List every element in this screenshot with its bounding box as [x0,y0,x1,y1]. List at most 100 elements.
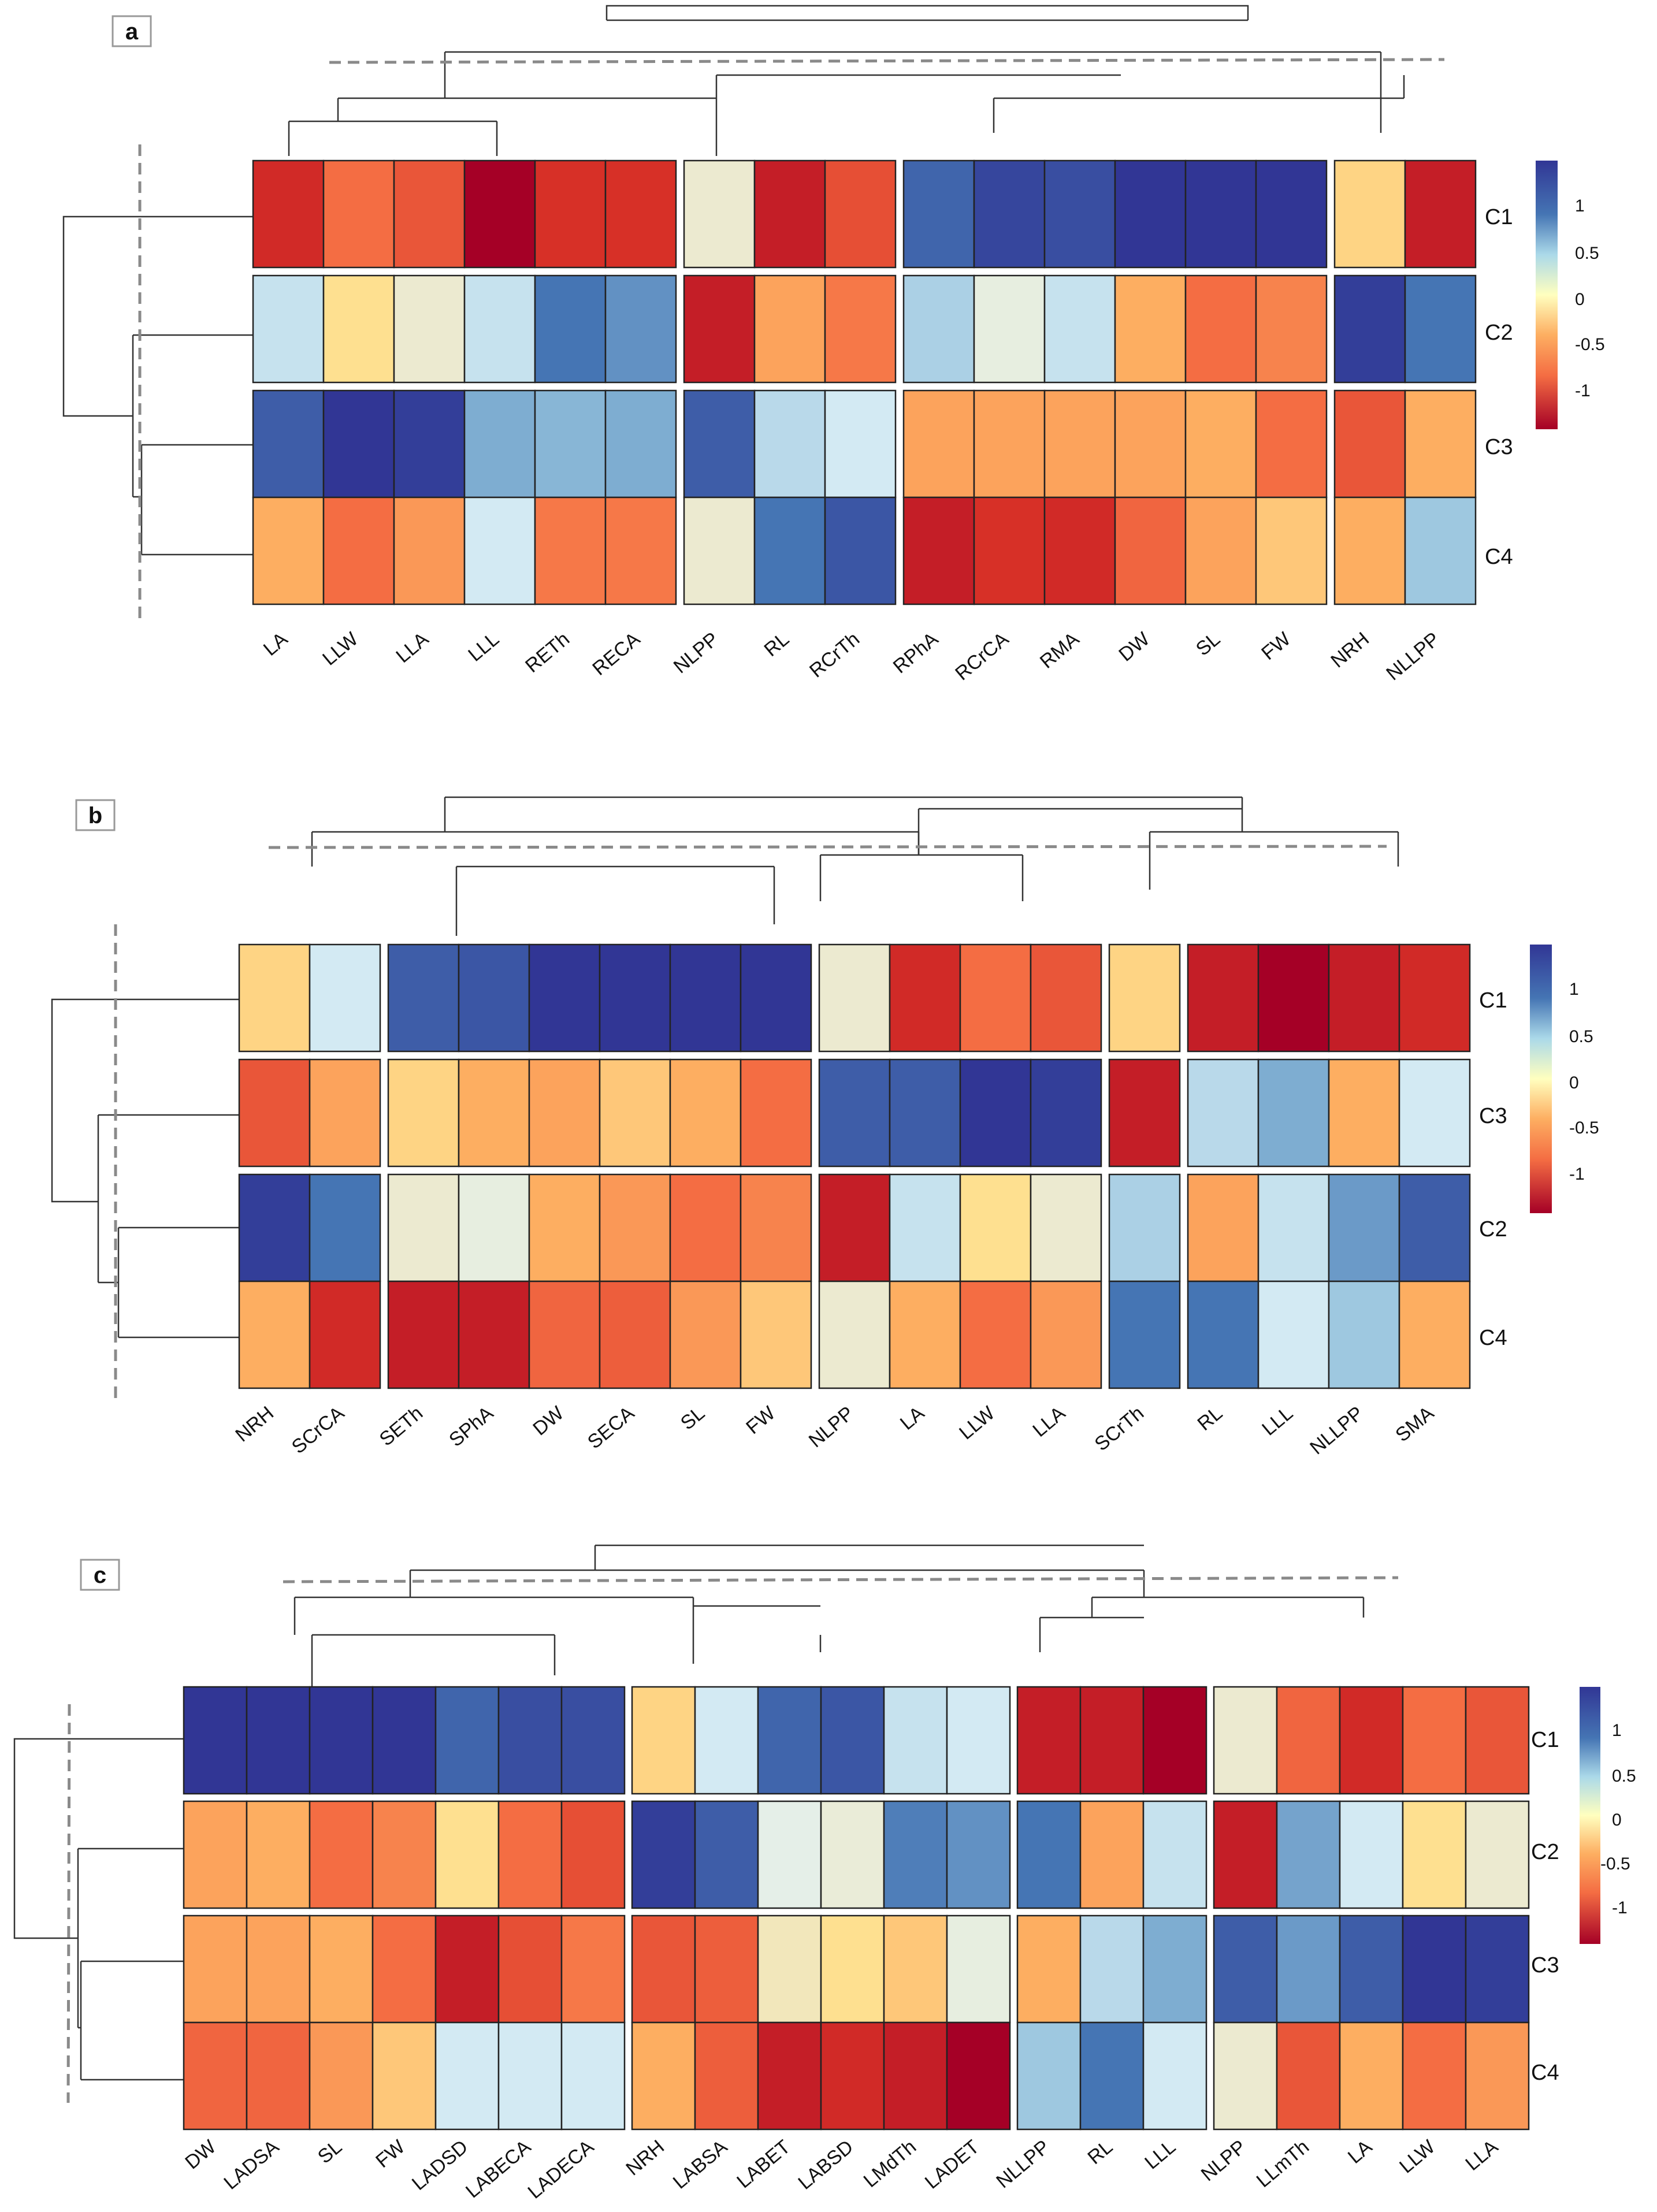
heatmap-cell [902,159,975,269]
column-cut-line [283,1576,1399,1583]
heatmap-cell [599,1173,671,1282]
legend-tick: 0.5 [1575,244,1599,263]
column-dendrogram [311,796,1399,936]
heatmap-cell [883,2021,948,2131]
heatmap-cell [631,1686,696,1795]
heatmap-cell [1187,1173,1260,1282]
heatmap-cell [534,496,607,605]
heatmap-cell [1465,1914,1530,2024]
legend-tick: -1 [1575,381,1591,400]
legend-colorbar [1580,1687,1600,1944]
heatmap-cell [1339,1800,1404,1909]
heatmap-cell [528,1173,601,1282]
row-dendrogram [13,1738,184,2081]
heatmap-cell [1257,943,1330,1053]
heatmap-cell [1184,496,1257,605]
heatmap-cell [818,943,891,1053]
column-label: LLmTh [1253,2136,1313,2192]
column-label: RCrCA [951,628,1013,685]
heatmap-cell [1079,1686,1145,1795]
heatmap-cell [1404,389,1477,499]
legend-tick: -0.5 [1600,1854,1630,1873]
column-label: NRH [622,2136,668,2180]
heatmap-cell [387,943,460,1053]
heatmap-cell [1016,1800,1082,1909]
heatmap-cell [183,1800,248,1909]
panel-label: a [125,19,139,44]
heatmap-cell [1142,1800,1208,1909]
heatmap-cell [387,1173,460,1282]
column-label: LADET [921,2136,983,2194]
column-cut-line [329,58,1445,64]
heatmap-panel-c: c DW LADSA SL FW LADSD LABECA LADECA NRH… [13,1544,1636,2203]
column-label: SL [677,1402,709,1434]
heatmap-cell [604,274,677,384]
color-legend: 1 0.5 0 -0.5 -1 [1536,161,1605,429]
heatmap-cell [463,159,536,269]
column-label: SMA [1391,1402,1438,1447]
heatmap-cell [1328,1173,1400,1282]
heatmap-cell [393,389,466,499]
heatmap-cell [1030,943,1102,1053]
heatmap-cell [434,2021,500,2131]
heatmap-cell [1114,274,1187,384]
heatmap-cell [740,1280,812,1389]
heatmap-cell [1030,1058,1102,1168]
heatmap-cell [902,274,975,384]
heatmap-cell [238,1280,311,1389]
heatmap-cell [534,159,607,269]
column-label: FW [371,2136,409,2172]
heatmap-cell [1276,2021,1341,2131]
heatmap-cell [458,943,530,1053]
column-label: SETh [376,1402,428,1451]
heatmap-cell [1030,1173,1102,1282]
heatmap-cell [946,2021,1011,2131]
row-labels: C1 C2 C3 C4 [1485,205,1513,569]
heatmap-cell [1404,159,1477,269]
column-label: LLA [1028,1402,1069,1441]
heatmap-cell [1257,1173,1330,1282]
heatmap-cell [434,1800,500,1909]
legend-tick: -0.5 [1575,335,1605,354]
row-label: C1 [1479,988,1507,1013]
heatmap-cell [1328,1058,1400,1168]
heatmap-cell [371,1800,437,1909]
column-label: LA [896,1402,929,1434]
column-label: LMdTh [860,2136,920,2192]
row-label: C1 [1531,1728,1559,1752]
column-label: NLLPP [1306,1402,1368,1459]
heatmap-cell [946,1914,1011,2024]
legend-tick: -1 [1569,1165,1585,1184]
heatmap-cell [1114,159,1187,269]
heatmap-cell [1108,1173,1181,1282]
heatmap-cell [683,159,756,269]
heatmap-cell [463,389,536,499]
heatmap-cell [824,496,897,605]
heatmap-cell [604,496,677,605]
heatmap-cell [393,159,466,269]
heatmap-cell [1187,943,1260,1053]
heatmap-cell [1257,1280,1330,1389]
heatmap-cell [560,1800,626,1909]
heatmap-cell [238,1058,311,1168]
column-label: NRH [1327,628,1373,672]
heatmap-cell [757,1914,822,2024]
heatmap-cell [820,1686,885,1795]
heatmap-cell [1043,389,1116,499]
column-label: LABSD [794,2136,857,2194]
column-label: LADECA [523,2136,598,2203]
heatmap-cell [757,1800,822,1909]
row-label: C3 [1531,1953,1559,1977]
heatmap-cell [1142,1914,1208,2024]
heatmap-cell [560,1686,626,1795]
heatmap-cell [1030,1280,1102,1389]
legend-tick: 1 [1612,1721,1622,1740]
heatmap-cell [463,274,536,384]
column-label: NLPP [805,1402,858,1452]
heatmap-cell [1213,1686,1278,1795]
column-label: LABSA [669,2136,732,2194]
row-label: C4 [1485,545,1513,569]
legend-tick: -0.5 [1569,1118,1599,1137]
column-label: RL [760,628,793,661]
heatmap-cell [1108,943,1181,1053]
